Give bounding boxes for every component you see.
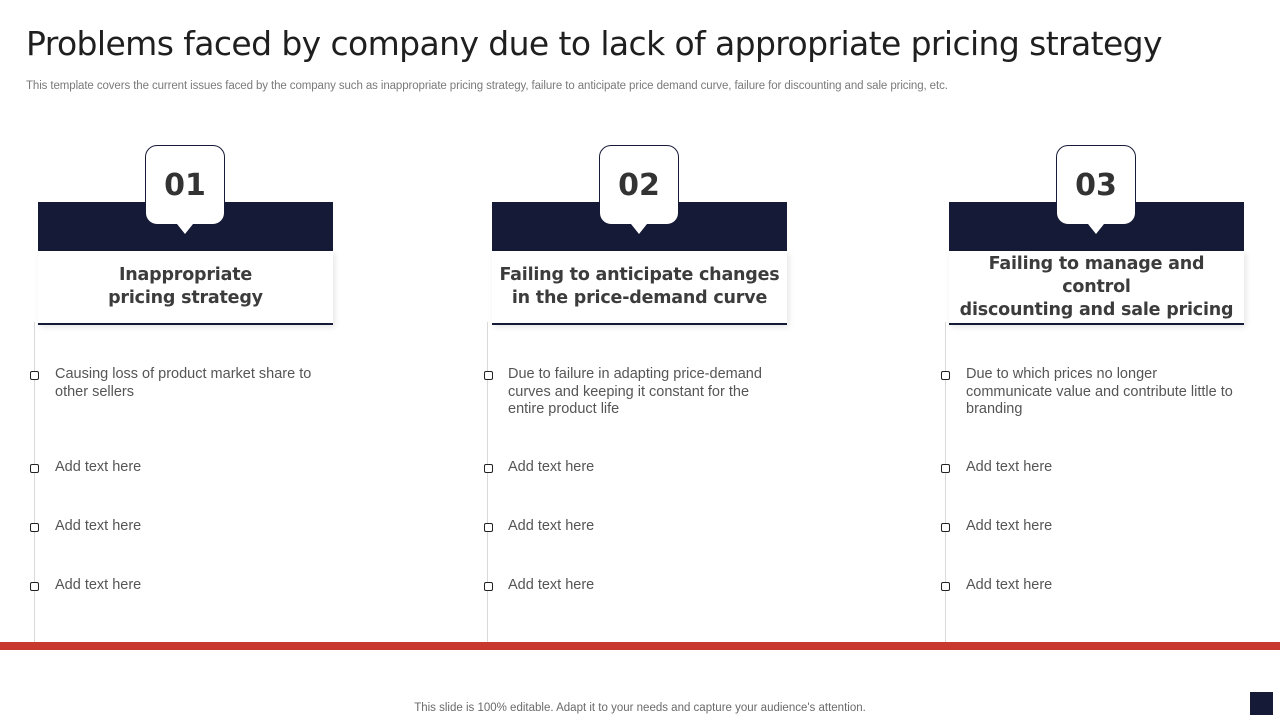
timeline-line xyxy=(487,322,488,642)
placeholder-text: Add text here xyxy=(966,459,1053,475)
bullet-icon xyxy=(30,464,39,473)
bullet-icon xyxy=(941,371,950,380)
bullet-icon xyxy=(30,523,39,532)
problem-number: 03 xyxy=(1075,167,1117,203)
bullet-icon xyxy=(941,582,950,591)
accent-bar xyxy=(0,642,1280,650)
placeholder-text: Add text here xyxy=(55,518,142,534)
heading-line-1: Failing to anticipate changes xyxy=(499,265,780,285)
heading-line-2: pricing strategy xyxy=(108,288,263,308)
placeholder-text: Add text here xyxy=(966,518,1053,534)
placeholder-text: Add text here xyxy=(55,459,142,475)
bullet-icon xyxy=(30,371,39,380)
placeholder-text: Add text here xyxy=(508,577,595,593)
number-callout: 03 xyxy=(1056,145,1136,234)
heading-line-2: discounting and sale pricing xyxy=(959,299,1234,320)
problem-heading-card: Inappropriate pricing strategy xyxy=(38,251,333,325)
timeline-line xyxy=(945,322,946,642)
placeholder-text: Add text here xyxy=(55,577,142,593)
corner-square xyxy=(1250,692,1273,715)
heading-line-1: Inappropriate xyxy=(118,265,253,285)
number-callout: 02 xyxy=(599,145,679,234)
placeholder-text: Add text here xyxy=(966,577,1053,593)
problem-heading: Failing to anticipate changes in the pri… xyxy=(493,264,785,310)
slide-subtitle: This template covers the current issues … xyxy=(26,80,948,92)
problem-detail: Due to failure in adapting price-demand … xyxy=(508,366,762,417)
problem-heading-card: Failing to anticipate changes in the pri… xyxy=(492,251,787,325)
footer-note: This slide is 100% editable. Adapt it to… xyxy=(414,702,866,714)
bullet-icon xyxy=(484,371,493,380)
problem-number: 01 xyxy=(164,167,206,203)
bullet-icon xyxy=(941,464,950,473)
bullet-icon xyxy=(941,523,950,532)
slide-title: Problems faced by company due to lack of… xyxy=(26,24,1163,63)
problem-detail: Due to which prices no longer communicat… xyxy=(966,366,1233,417)
bullet-icon xyxy=(484,582,493,591)
problem-heading: Failing to manage and control discountin… xyxy=(949,253,1244,322)
problem-detail: Causing loss of product market share to … xyxy=(55,366,312,400)
heading-line-2: in the price-demand curve xyxy=(511,288,768,308)
bullet-icon xyxy=(30,582,39,591)
problem-number: 02 xyxy=(618,167,660,203)
bullet-icon xyxy=(484,523,493,532)
placeholder-text: Add text here xyxy=(508,518,595,534)
bullet-icon xyxy=(484,464,493,473)
problem-heading-card: Failing to manage and control discountin… xyxy=(949,251,1244,325)
timeline-line xyxy=(34,322,35,642)
number-callout: 01 xyxy=(145,145,225,234)
placeholder-text: Add text here xyxy=(508,459,595,475)
problem-heading: Inappropriate pricing strategy xyxy=(102,264,269,310)
heading-line-1: Failing to manage and control xyxy=(988,253,1205,297)
